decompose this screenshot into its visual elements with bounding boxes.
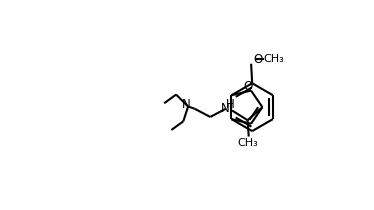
Text: N: N: [221, 102, 229, 115]
Text: CH₃: CH₃: [264, 54, 285, 64]
Text: O: O: [244, 80, 253, 93]
Text: CH₃: CH₃: [237, 138, 258, 148]
Text: N: N: [181, 98, 190, 111]
Text: O: O: [253, 53, 263, 66]
Text: H: H: [226, 98, 234, 112]
